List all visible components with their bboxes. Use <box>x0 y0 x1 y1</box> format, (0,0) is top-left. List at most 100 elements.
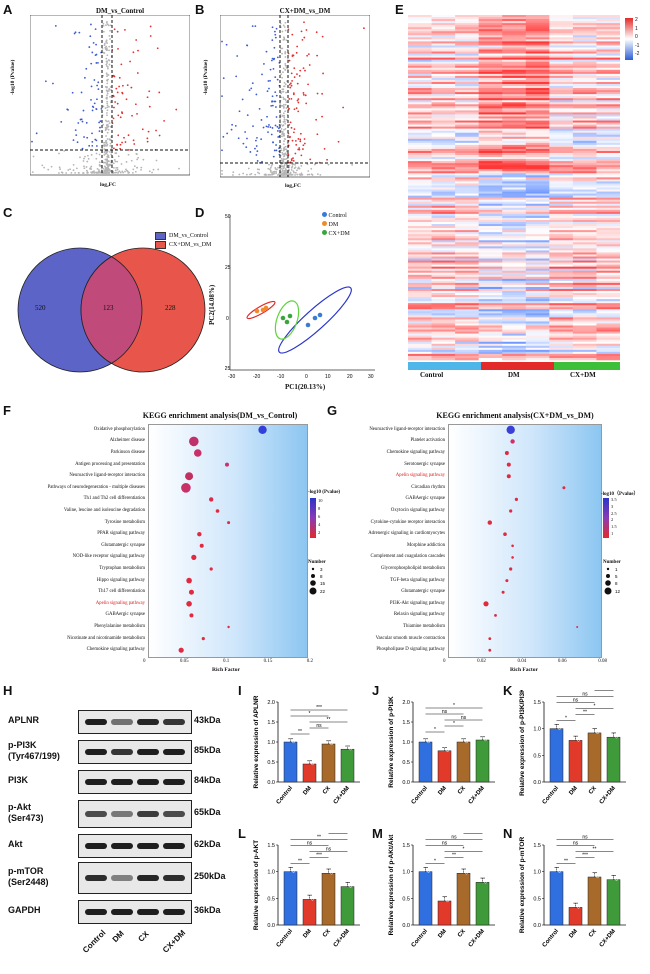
blot-kda-label: 250kDa <box>194 871 226 881</box>
bar-ylabel: Relative expression of APLNR <box>253 695 260 788</box>
kegg-dot <box>189 613 194 618</box>
svg-text:20: 20 <box>347 374 353 380</box>
bar-category-label: DM <box>568 928 579 939</box>
bar-significance: ns <box>582 692 588 698</box>
heatmap-color-scale <box>625 18 633 60</box>
kegg-dot <box>197 532 202 537</box>
kegg-term-label: Adrenergic signaling in cardiomyocytes <box>368 531 445 537</box>
pca-xlabel: PC1(20.13%) <box>285 383 326 391</box>
blot-protein-label: Akt <box>8 839 23 849</box>
kegg-term-label: Apelin signaling pathway <box>95 600 145 606</box>
panel-letter-d: D <box>195 205 205 220</box>
kegg-term-label: TGF-beta signaling pathway <box>390 577 445 583</box>
kegg-term-label: PI3K-Akt signaling pathway <box>389 600 445 606</box>
kegg-g-xtick: 0.08 <box>598 659 607 664</box>
kegg-dot <box>178 647 184 653</box>
kegg-dot <box>488 637 492 640</box>
panel-letter-c: C <box>3 205 13 220</box>
bar-significance: ** <box>298 859 302 865</box>
volcano-a-xlabel: log₂FC <box>100 182 117 188</box>
bar-significance: ns <box>582 835 588 841</box>
kegg-dot <box>506 474 511 479</box>
venn-diagram <box>17 247 206 373</box>
bar <box>475 882 490 926</box>
bar-significance: ns <box>470 833 476 835</box>
blot-band <box>111 843 133 849</box>
bar-category-label: CX+DM <box>599 928 617 948</box>
bar-chart-m: Relative expression of p-AKt/Akt 0.0 0.5 1.… <box>388 833 495 949</box>
bar-category-label: CX+DM <box>468 785 486 805</box>
bar-ytick: 0.0 <box>402 923 410 929</box>
venn-left-count: 520 <box>35 304 46 312</box>
bar-ytick: 0.0 <box>533 780 541 786</box>
svg-text:8: 8 <box>615 581 618 586</box>
bar-significance: ** <box>583 710 587 716</box>
kegg-dot <box>188 589 194 595</box>
bar-ytick: 0.0 <box>402 780 410 786</box>
kegg-f-title: KEGG enrichment analysis(DM_vs_Control) <box>142 411 298 420</box>
kegg-dot <box>185 472 194 481</box>
bar <box>302 763 317 783</box>
bar-category-label: CX+DM <box>333 785 351 805</box>
kegg-g-legend-p-label: 2.5 <box>611 510 617 516</box>
bar <box>475 739 490 783</box>
heatmap-group-bar-dm <box>481 362 554 370</box>
bar-category-label: DM <box>568 785 579 796</box>
bar-category-label: Control <box>411 928 430 948</box>
kegg-f-xtick: 0 <box>143 659 146 664</box>
bar-significance: ns <box>335 833 341 835</box>
kegg-f-legend-n: 3 8 15 22 <box>309 567 326 595</box>
blot-protein-label: APLNR <box>8 715 39 725</box>
heatmap <box>408 15 620 370</box>
kegg-g-xtick: 0.06 <box>557 659 567 664</box>
blot-band <box>85 811 107 817</box>
bar-significance: *** <box>582 853 588 859</box>
blot-membrane <box>78 834 192 858</box>
panel-letter-a: A <box>3 2 13 17</box>
kegg-dot <box>209 497 214 502</box>
kegg-dot <box>189 436 199 447</box>
blot-band <box>163 779 185 785</box>
bar-ylabel: Relative expression of p-AKT <box>253 840 260 930</box>
bar-ytick: 0.0 <box>267 923 275 929</box>
bar-significance: ns <box>461 715 467 721</box>
bar <box>456 741 471 783</box>
bar-ylabel: Relative expression of p-AKt/Akt <box>388 834 395 936</box>
kegg-term-label: Tryptophan metabolism <box>99 566 145 571</box>
kegg-term-label: Glycerophospholipid metabolism <box>380 566 445 571</box>
pca-ellipse-control <box>278 286 352 354</box>
kegg-dot <box>488 648 492 652</box>
kegg-g-legend-p-bar <box>603 498 609 538</box>
bar-significance: * <box>594 704 596 710</box>
blot-protein-label: GAPDH <box>8 905 41 915</box>
heatmap-group-label-dm: DM <box>508 371 520 379</box>
bar-category-label: CX <box>588 928 598 938</box>
blot-band <box>137 779 159 785</box>
bar-ylabel: Relative expression of p-mTOR <box>519 837 526 934</box>
kegg-dot <box>510 439 515 444</box>
kegg-g-plot-area <box>448 424 602 658</box>
kegg-dot <box>501 590 505 594</box>
kegg-term-label: Relaxin signaling pathway <box>393 612 445 618</box>
bar-significance: * <box>453 703 455 709</box>
bar <box>568 907 583 926</box>
kegg-term-label: Apelin signaling pathway <box>395 473 445 479</box>
kegg-dot <box>509 509 513 513</box>
kegg-f-legend-p-title: -log10 (Pvalue) <box>308 490 341 495</box>
kegg-dot <box>511 556 514 559</box>
kegg-g-legend-p-label: 2 <box>611 517 614 523</box>
pca-legend-control: Control <box>328 213 347 219</box>
heatmap-scale-label: -2 <box>635 51 640 57</box>
bar <box>456 873 471 926</box>
svg-text:-20: -20 <box>253 374 260 380</box>
kegg-dot <box>562 486 566 490</box>
kegg-f-xtick: 0.2 <box>306 659 313 664</box>
kegg-dot <box>511 544 514 548</box>
pca-ylabel: PC2(14.08%) <box>208 284 216 325</box>
volcano-b-ylabel: -log10 (Pvalue) <box>203 59 209 95</box>
bar <box>418 741 433 783</box>
legend-swatch-dm-control <box>155 232 166 240</box>
venn-legend-right: CX+DM_vs_DM <box>169 242 212 248</box>
volcano-a-ylabel: -log10 (Pvalue) <box>10 59 16 95</box>
heatmap-group-label-control: Control <box>420 371 444 379</box>
